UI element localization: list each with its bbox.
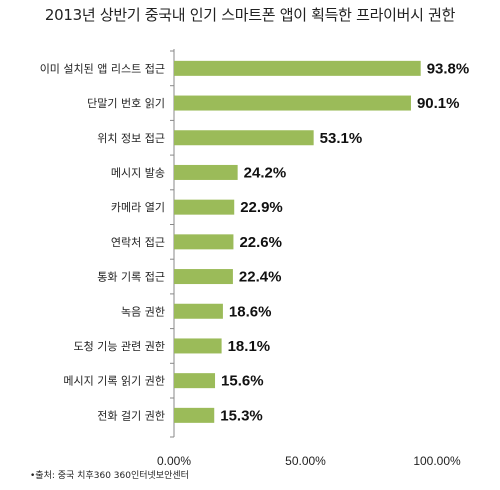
category-label: 통화 기록 접근 [97, 271, 165, 284]
bar[interactable] [174, 60, 421, 76]
value-label: 90.1% [417, 95, 460, 112]
value-label: 22.4% [239, 269, 282, 286]
value-label: 18.6% [229, 303, 272, 320]
x-tick-label: 0.00% [157, 454, 191, 468]
category-label: 메시지 기록 읽기 권한 [63, 375, 165, 388]
bar[interactable] [174, 95, 411, 111]
bar[interactable] [174, 164, 238, 180]
bar[interactable] [174, 407, 215, 423]
category-label: 도청 기능 관련 권한 [74, 340, 165, 353]
category-label: 녹음 권한 [121, 305, 165, 318]
category-label: 연락처 접근 [111, 236, 165, 249]
bar[interactable] [174, 199, 235, 215]
value-label: 53.1% [320, 130, 363, 147]
category-label: 단말기 번호 읽기 [87, 97, 165, 110]
bar[interactable] [174, 338, 222, 354]
value-label: 22.6% [239, 234, 282, 251]
category-label: 메시지 발송 [111, 166, 165, 179]
value-label: 15.3% [220, 407, 263, 424]
value-label: 22.9% [240, 199, 283, 216]
bar[interactable] [174, 303, 223, 319]
value-label: 24.2% [244, 164, 287, 181]
category-label: 카메라 열기 [111, 201, 165, 214]
bar[interactable] [174, 373, 216, 389]
value-label: 15.6% [221, 373, 264, 390]
category-label: 전화 걸기 권한 [97, 409, 165, 422]
category-label: 위치 정보 접근 [97, 132, 165, 145]
bar[interactable] [174, 130, 314, 146]
x-tick-label: 50.00% [285, 454, 326, 468]
bar[interactable] [174, 234, 234, 250]
bar[interactable] [174, 269, 233, 285]
chart-title: 2013년 상반기 중국내 인기 스마트폰 앱이 획득한 프라이버시 권한 [44, 6, 456, 24]
x-tick-label: 100.00% [413, 454, 461, 468]
plot-area: 이미 설치된 앱 리스트 접근 93.8% 단말기 번호 읽기 90.1% 위치 정보 … [40, 49, 470, 468]
category-label: 이미 설치된 앱 리스트 접근 [40, 62, 165, 75]
value-label: 93.8% [427, 60, 470, 77]
value-label: 18.1% [228, 338, 271, 355]
source-note: •출처: 중국 치후360 360인터넷보안센터 [30, 471, 189, 481]
